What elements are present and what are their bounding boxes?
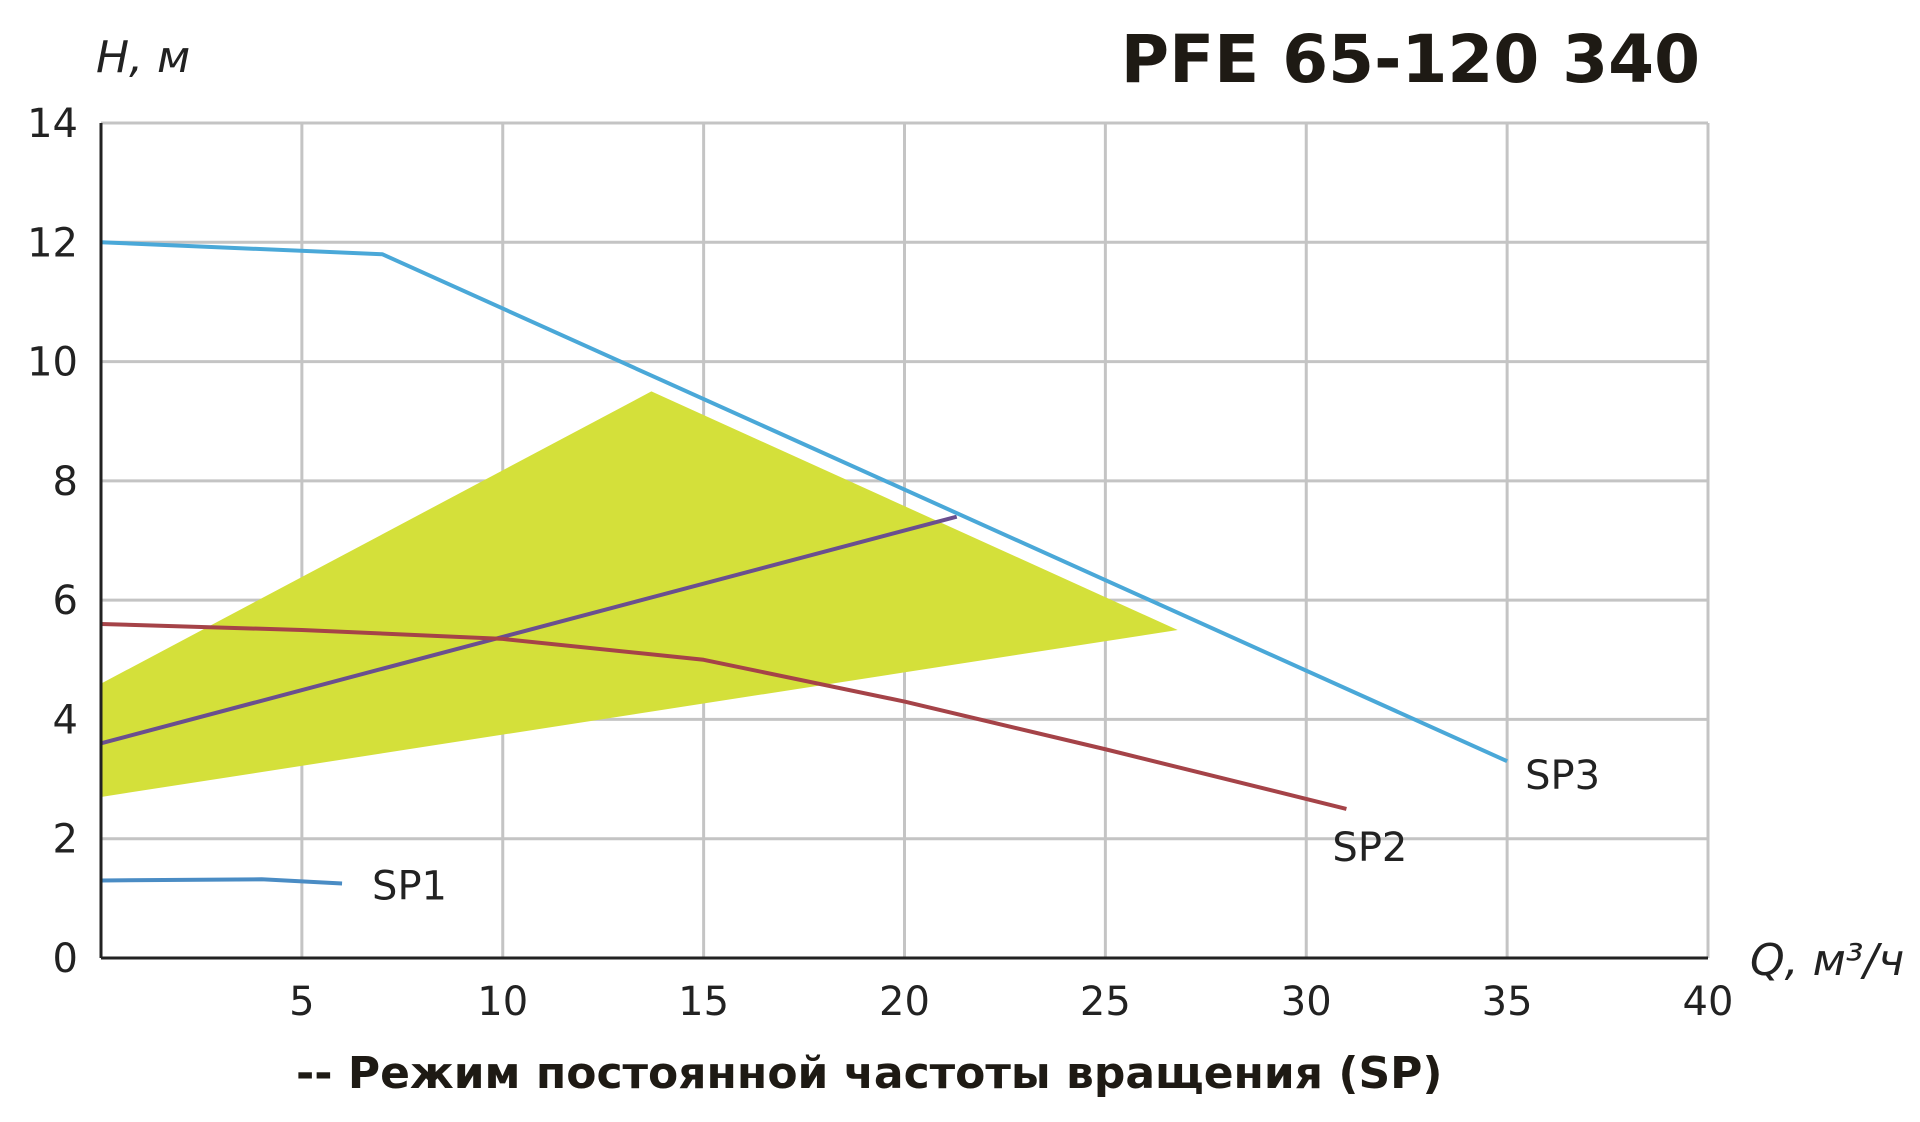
x-tick-label: 25: [1080, 979, 1131, 1025]
y-tick-label: 2: [53, 817, 78, 863]
footnote: -- Режим постоянной частоты вращения (SP…: [296, 1048, 1443, 1099]
series-label-sp2: SP2: [1332, 825, 1407, 871]
series-line-sp3: [100, 240, 1508, 764]
y-tick-label: 10: [27, 340, 78, 386]
y-tick-label: 6: [53, 578, 78, 624]
y-tick-label: 14: [27, 101, 78, 147]
y-tick-label: 8: [53, 459, 78, 505]
x-tick-label: 35: [1482, 979, 1533, 1025]
series-line-sp1: [100, 877, 343, 886]
x-tick-label: 5: [289, 979, 314, 1025]
y-tick-label: 0: [53, 936, 78, 982]
x-tick-label: 20: [879, 979, 930, 1025]
y-axis-label: H, м: [96, 32, 190, 83]
series-line-sp2: [100, 622, 1347, 811]
x-tick-label: 40: [1683, 979, 1734, 1025]
operating-area: [101, 391, 1178, 797]
x-tick-label: 15: [678, 979, 729, 1025]
series-label-sp1: SP1: [372, 863, 447, 909]
x-tick-label: 30: [1281, 979, 1332, 1025]
y-tick-label: 4: [53, 697, 78, 743]
x-tick-label: 10: [477, 979, 528, 1025]
y-tick-label: 12: [27, 220, 78, 266]
series-label-sp3: SP3: [1525, 753, 1600, 799]
system-curve: [100, 514, 958, 746]
x-axis-label: Q, м³/ч: [1750, 935, 1904, 986]
chart-title: PFE 65-120 340: [1121, 21, 1700, 98]
